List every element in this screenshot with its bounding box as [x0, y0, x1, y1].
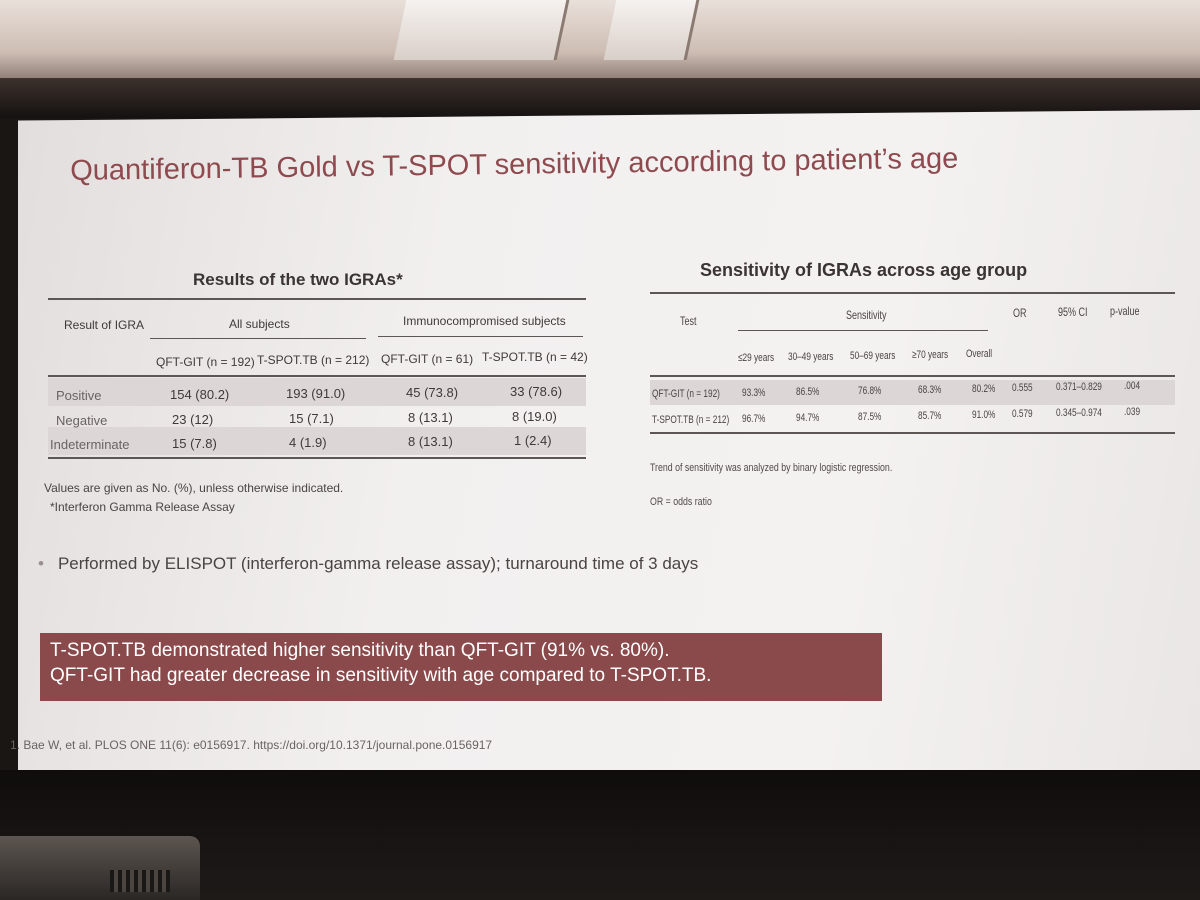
bullet-icon: • [38, 554, 44, 573]
callout-line: QFT-GIT had greater decrease in sensitiv… [50, 665, 712, 686]
right-table-caption: Sensitivity of IGRAs across age group [700, 260, 1028, 280]
left-table-note: Values are given as No. (%), unless othe… [44, 481, 344, 495]
header-all-subjects: All subjects [229, 317, 290, 331]
room-floor [0, 770, 1200, 900]
table-cell: 0.371–0.829 [1056, 381, 1102, 393]
table-cell: 87.5% [858, 411, 882, 423]
table-cell: 0.579 [1012, 408, 1033, 420]
age-header: ≤29 years [738, 352, 775, 364]
header-result-of-igra: Result of IGRA [64, 318, 145, 332]
group-rule [150, 338, 366, 339]
table-rule [48, 298, 586, 300]
ceiling-beam [393, 0, 570, 60]
reference-citation: 1. Bae W, et al. PLOS ONE 11(6): e015691… [10, 738, 493, 752]
table-cell: 0.345–0.974 [1056, 407, 1102, 419]
projector-vent [110, 870, 170, 892]
table-cell: 33 (78.6) [510, 384, 563, 399]
age-header: 50–69 years [850, 350, 896, 362]
header-immunocompromised: Immunocompromised subjects [403, 314, 566, 328]
subheader-tspot-immuno: T-SPOT.TB (n = 42) [482, 350, 588, 364]
row-stripe [48, 427, 586, 455]
table-rule [48, 375, 586, 377]
row-label-indeterminate: Indeterminate [50, 437, 130, 452]
table-cell: 91.0% [972, 409, 996, 421]
table-cell: 8 (13.1) [408, 410, 453, 425]
right-table-footnote: OR = odds ratio [650, 496, 712, 508]
bullet-point: • Performed by ELISPOT (interferon-gamma … [38, 554, 698, 574]
table-rule [650, 375, 1175, 377]
row-label-positive: Positive [56, 388, 102, 403]
table-cell: 8 (19.0) [512, 409, 557, 424]
table-cell: 193 (91.0) [286, 386, 346, 401]
table-cell: 4 (1.9) [289, 435, 327, 450]
left-table-footnote: *Interferon Gamma Release Assay [50, 500, 235, 514]
table-cell: 23 (12) [172, 412, 214, 427]
row-label-negative: Negative [56, 413, 108, 428]
group-rule [738, 330, 988, 331]
table-cell: 15 (7.8) [172, 436, 217, 451]
table-cell: 86.5% [796, 386, 820, 398]
header-test: Test [680, 314, 697, 328]
table-cell: .004 [1124, 380, 1141, 392]
table-cell: 8 (13.1) [408, 434, 453, 449]
left-table-caption: Results of the two IGRAs* [193, 270, 403, 289]
table-cell: 76.8% [858, 385, 882, 397]
header-sensitivity: Sensitivity [846, 308, 887, 322]
age-header: Overall [966, 348, 993, 360]
age-header: 30–49 years [788, 351, 834, 363]
table-rule [650, 432, 1175, 434]
table-cell: 85.7% [918, 410, 942, 422]
row-label-tspot: T-SPOT.TB (n = 212) [652, 414, 730, 426]
table-cell: 15 (7.1) [289, 411, 334, 426]
ceiling-beam [603, 0, 700, 60]
subheader-qft-all: QFT-GIT (n = 192) [156, 355, 255, 369]
row-stripe [650, 380, 1175, 405]
row-label-qft: QFT-GIT (n = 192) [652, 388, 720, 400]
subheader-qft-immuno: QFT-GIT (n = 61) [381, 352, 474, 366]
callout-line: T-SPOT.TB demonstrated higher sensitivit… [50, 640, 670, 661]
table-cell: 1 (2.4) [514, 433, 552, 448]
header-p-value: p-value [1110, 304, 1140, 318]
header-or: OR [1013, 306, 1027, 320]
table-cell: 93.3% [742, 387, 766, 399]
subheader-tspot-all: T-SPOT.TB (n = 212) [257, 353, 370, 367]
table-cell: 154 (80.2) [170, 387, 230, 402]
table-cell: 45 (73.8) [406, 385, 459, 400]
table-rule [48, 457, 586, 459]
table-cell: 96.7% [742, 413, 766, 425]
right-table-note: Trend of sensitivity was analyzed by bin… [650, 462, 893, 474]
age-header: ≥70 years [912, 349, 949, 361]
table-rule [650, 292, 1175, 294]
group-rule [378, 336, 583, 337]
table-cell: 68.3% [918, 384, 942, 396]
ceiling-shadow [0, 78, 1200, 118]
table-cell: 0.555 [1012, 382, 1033, 394]
row-stripe [48, 378, 586, 406]
bullet-text: Performed by ELISPOT (interferon-gamma r… [57, 554, 699, 573]
table-cell: 80.2% [972, 383, 996, 395]
table-cell: 94.7% [796, 412, 820, 424]
table-cell: .039 [1124, 406, 1141, 418]
header-95ci: 95% CI [1058, 305, 1088, 319]
conclusion-callout: T-SPOT.TB demonstrated higher sensitivit… [40, 633, 882, 701]
projector [0, 836, 200, 900]
